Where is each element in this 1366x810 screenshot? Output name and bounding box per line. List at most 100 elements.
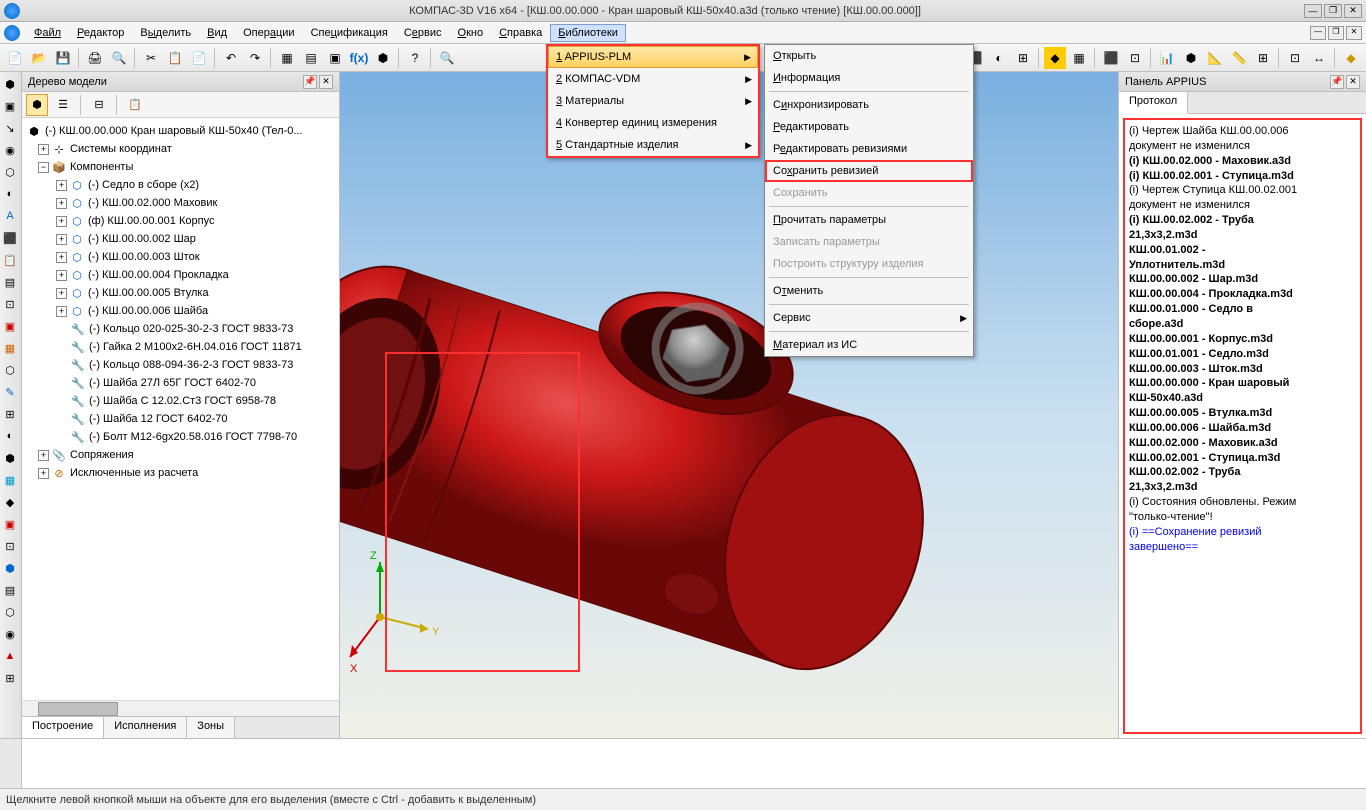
lt-12[interactable]: ▣ xyxy=(0,316,20,336)
tb-r15[interactable]: ↔ xyxy=(1308,47,1330,69)
appius-readparams[interactable]: Прочитать параметры xyxy=(765,209,973,231)
menu-operations[interactable]: Операции xyxy=(235,24,302,42)
tree-root[interactable]: ⬢(-) КШ.00.00.000 Кран шаровый КШ-50x40 … xyxy=(22,122,339,140)
tb-r14[interactable]: ⊡ xyxy=(1284,47,1306,69)
tb-r6[interactable]: ▦ xyxy=(1068,47,1090,69)
tree-item[interactable]: 🔧(-) Гайка 2 M100x2-6H.04.016 ГОСТ 11871 xyxy=(22,338,339,356)
lt-4[interactable]: ◉ xyxy=(0,140,20,160)
bottom-panel-content[interactable] xyxy=(22,739,1366,788)
appius-editrev[interactable]: Редактировать ревизиями xyxy=(765,138,973,160)
appius-open[interactable]: Открыть xyxy=(765,45,973,67)
lt-18[interactable]: ⬢ xyxy=(0,448,20,468)
tree-components[interactable]: −📦Компоненты xyxy=(22,158,339,176)
menu-libraries[interactable]: Библиотеки xyxy=(550,24,626,42)
lt-19[interactable]: ▦ xyxy=(0,470,20,490)
libmenu-materials[interactable]: 3 Материалы▶ xyxy=(548,90,758,112)
appius-edit[interactable]: Редактировать xyxy=(765,116,973,138)
tree-item[interactable]: 🔧(-) Болт M12-6gx20.58.016 ГОСТ 7798-70 xyxy=(22,428,339,446)
tb-r16[interactable]: ◆ xyxy=(1340,47,1362,69)
tb-zoom[interactable]: 🔍 xyxy=(436,47,458,69)
appius-saverev[interactable]: Сохранить ревизией xyxy=(765,160,973,182)
menu-view[interactable]: Вид xyxy=(199,24,235,42)
appius-sync[interactable]: Синхронизировать xyxy=(765,94,973,116)
tb-r3[interactable]: ◐ xyxy=(988,47,1010,69)
tree-close-button[interactable]: ✕ xyxy=(319,75,333,89)
close-button[interactable]: ✕ xyxy=(1344,4,1362,18)
tb-undo[interactable]: ↶ xyxy=(220,47,242,69)
lt-28[interactable]: ⊞ xyxy=(0,668,20,688)
menu-spec[interactable]: Спецификация xyxy=(303,24,396,42)
lt-17[interactable]: ◐ xyxy=(0,426,20,446)
lt-16[interactable]: ⊞ xyxy=(0,404,20,424)
tree-tab-build[interactable]: Построение xyxy=(22,717,104,738)
lt-22[interactable]: ⊡ xyxy=(0,536,20,556)
tt-4[interactable]: 📋 xyxy=(124,94,146,116)
tree-tab-exec[interactable]: Исполнения xyxy=(104,717,187,738)
appius-service[interactable]: Сервис▶ xyxy=(765,307,973,329)
tree-item[interactable]: +⬡(-) КШ.00.02.000 Маховик xyxy=(22,194,339,212)
appius-tab-protocol[interactable]: Протокол xyxy=(1119,92,1188,114)
menu-edit[interactable]: Редактор xyxy=(69,24,132,42)
tree-item[interactable]: +⬡(-) Седло в сборе (x2) xyxy=(22,176,339,194)
tb-copy[interactable]: 📋 xyxy=(164,47,186,69)
tb-r5[interactable]: ◆ xyxy=(1044,47,1066,69)
lt-14[interactable]: ⬡ xyxy=(0,360,20,380)
tb-new[interactable]: 📄 xyxy=(4,47,26,69)
lt-25[interactable]: ⬡ xyxy=(0,602,20,622)
tb-open[interactable]: 📂 xyxy=(28,47,50,69)
tree-item[interactable]: +⬡(-) КШ.00.00.004 Прокладка xyxy=(22,266,339,284)
tb-r10[interactable]: ⬢ xyxy=(1180,47,1202,69)
tb-paste[interactable]: 📄 xyxy=(188,47,210,69)
menu-help[interactable]: Справка xyxy=(491,24,550,42)
appius-material[interactable]: Материал из ИС xyxy=(765,334,973,356)
libmenu-appius[interactable]: 1 APPIUS-PLM▶ xyxy=(548,46,758,68)
tree-coords[interactable]: +⊹Системы координат xyxy=(22,140,339,158)
lt-26[interactable]: ◉ xyxy=(0,624,20,644)
tb-btn2[interactable]: ▤ xyxy=(300,47,322,69)
appius-cancel[interactable]: Отменить xyxy=(765,280,973,302)
menu-service[interactable]: Сервис xyxy=(396,24,450,42)
menu-window[interactable]: Окно xyxy=(450,24,492,42)
lt-6[interactable]: ◐ xyxy=(0,184,20,204)
lt-3[interactable]: ↘ xyxy=(0,118,20,138)
libmenu-converter[interactable]: 4 Конвертер единиц измерения xyxy=(548,112,758,134)
tree-pin-button[interactable]: 📌 xyxy=(303,75,317,89)
protocol-log[interactable]: (i) Чертеж Шайба КШ.00.00.006 документ н… xyxy=(1123,118,1362,734)
tb-r7[interactable]: ⬛ xyxy=(1100,47,1122,69)
lt-7[interactable]: A xyxy=(0,206,20,226)
lt-23[interactable]: ⬢ xyxy=(0,558,20,578)
tree-hscroll[interactable] xyxy=(22,700,339,716)
tb-preview[interactable]: 🔍 xyxy=(108,47,130,69)
tb-fx[interactable]: f(x) xyxy=(348,47,370,69)
tree-item[interactable]: 🔧(-) Кольцо 020-025-30-2-3 ГОСТ 9833-73 xyxy=(22,320,339,338)
tb-r12[interactable]: 📏 xyxy=(1228,47,1250,69)
tree-item[interactable]: +⬡(-) КШ.00.00.006 Шайба xyxy=(22,302,339,320)
doc-close-button[interactable]: ✕ xyxy=(1346,26,1362,40)
tree-content[interactable]: ⬢(-) КШ.00.00.000 Кран шаровый КШ-50x40 … xyxy=(22,118,339,700)
appius-pin-button[interactable]: 📌 xyxy=(1330,75,1344,89)
tree-item[interactable]: 🔧(-) Кольцо 088-094-36-2-3 ГОСТ 9833-73 xyxy=(22,356,339,374)
tb-r4[interactable]: ⊞ xyxy=(1012,47,1034,69)
doc-minimize-button[interactable]: — xyxy=(1310,26,1326,40)
menu-file[interactable]: Файл xyxy=(26,24,69,42)
tb-btn3[interactable]: ▣ xyxy=(324,47,346,69)
lt-20[interactable]: ◆ xyxy=(0,492,20,512)
tree-tab-zones[interactable]: Зоны xyxy=(187,717,235,738)
minimize-button[interactable]: — xyxy=(1304,4,1322,18)
tb-help[interactable]: ? xyxy=(404,47,426,69)
tb-r11[interactable]: 📐 xyxy=(1204,47,1226,69)
maximize-button[interactable]: ❐ xyxy=(1324,4,1342,18)
tree-item[interactable]: 🔧(-) Шайба C 12.02.Ст3 ГОСТ 6958-78 xyxy=(22,392,339,410)
libmenu-vdm[interactable]: 2 КОМПАС-VDM▶ xyxy=(548,68,758,90)
tb-r8[interactable]: ⊡ xyxy=(1124,47,1146,69)
tb-btn4[interactable]: ⬢ xyxy=(372,47,394,69)
tree-excluded[interactable]: +⊘Исключенные из расчета xyxy=(22,464,339,482)
lt-13[interactable]: ▦ xyxy=(0,338,20,358)
appius-close-button[interactable]: ✕ xyxy=(1346,75,1360,89)
tb-print[interactable]: 🖨 xyxy=(84,47,106,69)
tree-item[interactable]: +⬡(-) КШ.00.00.005 Втулка xyxy=(22,284,339,302)
lt-24[interactable]: ▤ xyxy=(0,580,20,600)
lt-2[interactable]: ▣ xyxy=(0,96,20,116)
tree-item[interactable]: +⬡(-) КШ.00.00.002 Шар xyxy=(22,230,339,248)
lt-10[interactable]: ▤ xyxy=(0,272,20,292)
